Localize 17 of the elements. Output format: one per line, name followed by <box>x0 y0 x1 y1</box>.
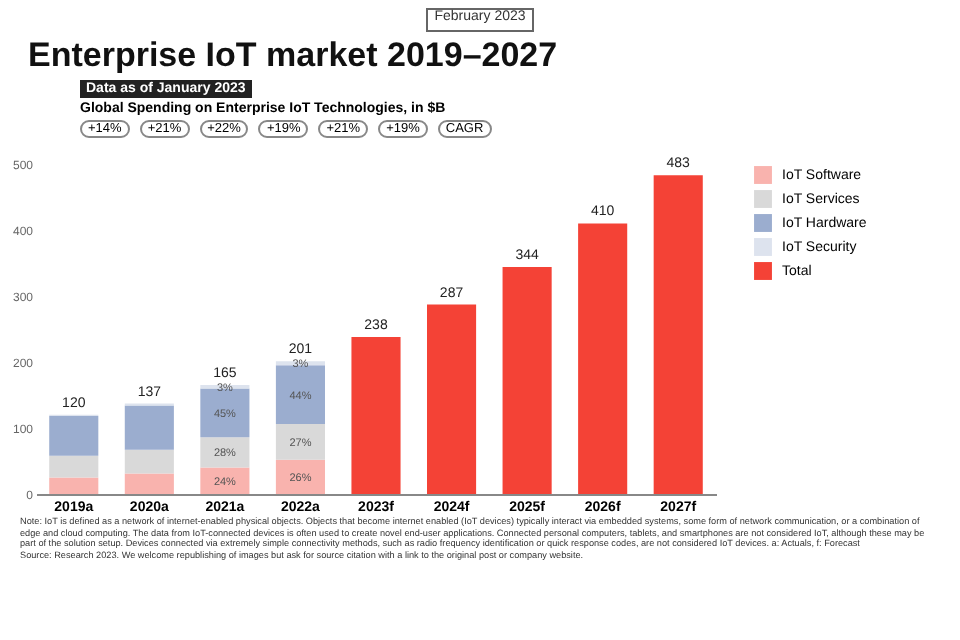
bar <box>427 304 477 494</box>
bar <box>351 336 401 494</box>
bar <box>578 223 628 494</box>
bar <box>124 473 174 494</box>
bar <box>502 266 552 494</box>
bar <box>49 416 99 456</box>
bar <box>124 405 174 450</box>
bar <box>49 455 99 478</box>
bar <box>200 437 250 468</box>
bar <box>275 424 325 460</box>
bar <box>200 388 250 438</box>
bar <box>653 175 703 494</box>
bar <box>275 365 325 425</box>
bar <box>49 477 99 494</box>
chart-title: Enterprise IoT market 2019–2027 <box>28 36 560 76</box>
bar <box>124 449 174 474</box>
bar <box>275 459 325 494</box>
